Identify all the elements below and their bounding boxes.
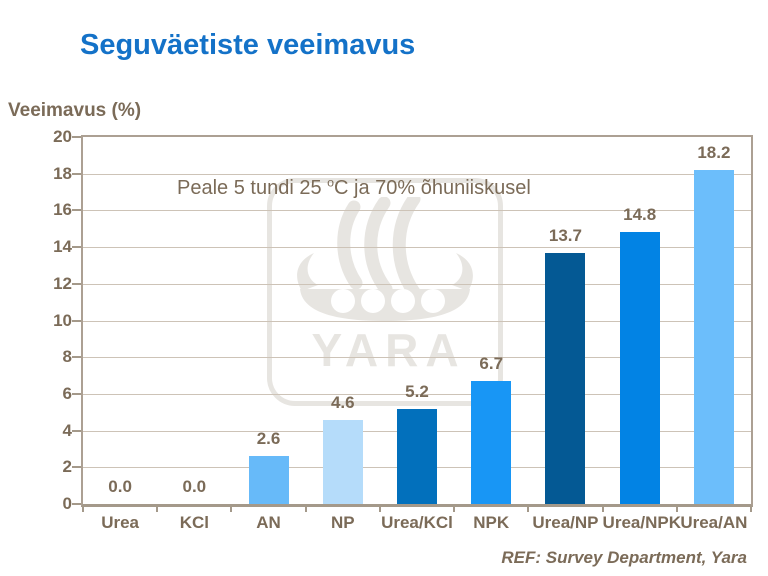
y-axis-title: Veeimavus (%) [8,100,142,121]
y-tick-label: 14 [53,237,72,257]
y-tick-mark [72,282,81,285]
x-tick-mark [304,505,307,512]
y-tick-mark [72,136,81,138]
value-label: 14.8 [623,205,657,224]
y-tick-label: 8 [62,347,72,367]
bar-urea-npk [619,232,660,504]
y-tick-mark [72,503,81,505]
gridline [83,320,751,322]
x-tick-label: NP [330,513,355,532]
annotation-text-after: C ja 70% õhuniiskusel [334,177,531,199]
y-tick-mark [72,246,81,249]
x-tick-label: KCl [179,513,209,532]
x-tick-mark [675,505,678,512]
y-tick-label: 12 [53,273,72,293]
x-tick-label: Urea [101,513,140,532]
y-tick-label: 16 [53,200,72,220]
reference-note: REF: Survey Department, Yara [501,548,747,567]
bar-urea-np [545,253,586,504]
value-label: 2.6 [256,429,281,448]
value-label: 18.2 [697,143,731,162]
bar-npk [471,381,512,504]
gridline [83,173,751,175]
bar-an [248,456,289,504]
value-label: 5.2 [405,382,429,401]
x-tick-mark [453,505,456,512]
x-tick-label: Urea/AN [680,513,748,532]
y-tick-mark [72,172,81,175]
value-label: 0.0 [108,477,132,496]
value-label: 4.6 [330,393,355,412]
y-tick-mark [72,392,81,395]
y-tick-mark [72,429,81,432]
yara-viking-ship-icon [297,197,473,321]
annotation-superscript: o [327,175,335,190]
plot-area: 0.0 0.0 2.6 4.6 5.2 6.7 13.7 14.8 18.2 [83,137,751,504]
x-tick-mark [601,505,604,512]
y-tick-label: 2 [62,457,72,477]
y-tick-label: 0 [62,494,72,513]
y-tick-mark [72,319,81,322]
x-tick-label: NPK [473,513,510,532]
yara-logo-watermark: YARA [267,178,503,406]
chart-annotation: Peale 5 tundi 25 oC ja 70% õhuniiskusel [177,175,531,200]
y-tick-label: 4 [62,420,72,440]
bar-urea-kcl [397,409,437,504]
gridline [83,357,751,359]
y-tick-label: 18 [53,163,72,183]
x-tick-mark [378,505,381,512]
x-tick-label: Urea/KCl [381,513,453,532]
value-label: 6.7 [479,354,504,373]
y-tick-mark [72,209,81,212]
value-label: 13.7 [548,226,582,245]
gridline [83,210,751,212]
y-tick-label: 6 [62,383,72,403]
bar-urea-an [693,170,734,504]
value-label: 0.0 [182,477,207,496]
x-tick-mark [156,505,159,512]
x-tick-label: Urea/NPK [602,513,681,532]
x-tick-mark [230,505,233,512]
x-tick-mark [82,505,84,512]
x-tick-label: Urea/NP [532,513,599,532]
y-tick-mark [72,356,81,359]
y-tick-label: 10 [53,310,72,330]
gridline [83,283,751,285]
page-title: Seguväetiste veeimavus [80,29,416,61]
y-tick-label: 20 [53,127,72,146]
bar-np [322,420,363,504]
gridline [83,247,751,249]
gridline [83,393,751,395]
y-tick-mark [72,466,81,469]
x-tick-label: AN [256,513,281,532]
annotation-text-before: Peale 5 tundi 25 [177,177,328,199]
x-tick-mark [750,505,752,512]
yara-wordmark: YARA [311,324,466,376]
x-tick-mark [527,505,530,512]
